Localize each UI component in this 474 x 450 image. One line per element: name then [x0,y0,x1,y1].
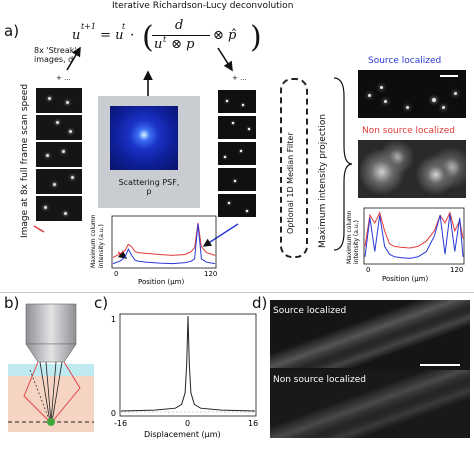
scattered-rays [23,361,81,423]
streak-image-5 [36,196,82,221]
displacement-xtick-0: 0 [185,419,190,428]
rl-equation: u t+1 = u t · ( d u t ⊗ p ⊗ p̂ ) [72,16,272,56]
objective-body [25,303,77,345]
red-pointer-line [33,225,45,233]
d-scale-bar [420,364,460,366]
panel-b-label: b) [4,294,20,312]
scale-bar [440,75,458,77]
center-plot-ylabel-2: intensity (a.u.) [98,224,105,268]
plus-right: + ... [232,74,247,82]
displacement-ytick-0: 0 [111,409,116,418]
eq-fraction-bar [152,35,210,36]
eq-den-b: ⊗ p [167,37,195,52]
virtual-ray [29,369,51,423]
eq-dot: · [126,28,139,43]
right-plot-ylabel-1: Maximum column [346,210,353,264]
eq-den-sup: t [163,35,167,44]
displacement-xlabel: Displacement (μm) [144,430,221,439]
eq-lhs: u [72,28,81,43]
source-localized-vessel-image [270,300,470,368]
eq-lhs-sup: t+1 [81,22,97,31]
streak-image-2 [36,115,82,140]
objective-tip [25,343,77,363]
panel-a-label: a) [4,22,20,40]
deconv-image-1 [218,90,256,113]
series-line-0 [364,211,464,249]
deconvolution-title: Iterative Richardson-Lucy deconvolution [112,1,294,11]
series-line-1 [112,223,216,265]
panel-d-label: d) [252,294,268,312]
max-projection-label: Maximum intensity projection [318,113,328,248]
d-non-source-localized-label: Non source localized [273,375,366,385]
immersion-layer [8,364,94,376]
eq-paren-left: ( [142,20,154,55]
deconv-image-4 [218,168,256,191]
streak-text-line2: images, d [34,55,74,64]
eq-u-sup: t [122,22,126,31]
streak-images-text: 8x 'Streak' images, d [34,46,77,64]
d-source-localized-label: Source localized [273,306,347,316]
section-divider [0,292,474,293]
deconv-image-5 [218,194,256,217]
streak-text-line1: 8x 'Streak' [34,46,77,55]
psf-box: Scattering PSF, p [98,96,200,208]
center-intensity-plot: 0 120 Position (μm) Maximum column inten… [90,214,217,286]
median-filter-label: Optional 1D Median Filter [286,132,295,234]
center-plot-tick-0: 0 [114,270,118,278]
center-plot-xlabel: Position (μm) [138,278,184,286]
series-line-1 [364,214,464,259]
right-plot-tick-0: 0 [366,266,370,274]
panel-d-images: Source localized Non source localized [270,300,470,438]
eq-numerator: d [175,18,184,33]
non-source-localized-label: Non source localized [362,126,455,136]
eq-den-a: u [154,37,163,52]
arrow-down-right [217,47,233,72]
deconv-image-3 [218,142,256,165]
displacement-plot: 1 0 -16 0 16 Displacement (μm) [111,313,258,439]
center-plot-frame [111,215,217,269]
psf-caption-line2: p [146,187,152,196]
curly-brace [333,77,353,251]
displacement-plot-frame [119,313,257,417]
center-plot-ylabel-1: Maximum column [90,214,97,268]
displacement-ytick-1: 1 [111,315,116,324]
displacement-xtick-neg16: -16 [114,419,127,428]
psf-caption-line1: Scattering PSF, [118,178,180,187]
series-line-0 [120,315,256,412]
psf-caption: Scattering PSF, p [106,178,192,196]
center-plot-tick-120: 120 [204,270,217,278]
right-plot-xlabel: Position (μm) [382,275,428,283]
displacement-xtick-16: 16 [248,419,258,428]
right-intensity-plot: 0 120 Position (μm) Maximum column inten… [346,207,465,283]
left-vertical-label: Image at 8x full frame scan speed [20,83,30,238]
streak-image-3 [36,142,82,167]
panel-c-label: c) [94,294,109,312]
plus-left: + ... [56,74,71,82]
non-source-localized-vessel-image [270,370,470,438]
right-plot-tick-120: 120 [450,266,463,274]
arrow-up-left [66,46,81,71]
source-localized-label: Source localized [368,56,442,66]
eq-equals: = u [96,28,124,43]
light-rays [39,361,63,423]
median-filter-box [280,78,308,258]
point-source [47,418,55,426]
streak-image-1 [36,88,82,113]
source-localized-image [358,70,466,118]
blue-pointer-arrow [202,223,239,247]
streak-image-4 [36,169,82,194]
right-plot-frame [363,207,465,265]
eq-otimes-phat: ⊗ p̂ [213,28,237,43]
right-plot-ylabel-2: intensity (a.u.) [353,220,360,264]
non-source-localized-image [358,140,466,198]
psf-image [110,106,178,170]
objective-diagram [8,303,94,432]
deconv-image-2 [218,116,256,139]
eq-paren-right: ) [250,20,262,55]
